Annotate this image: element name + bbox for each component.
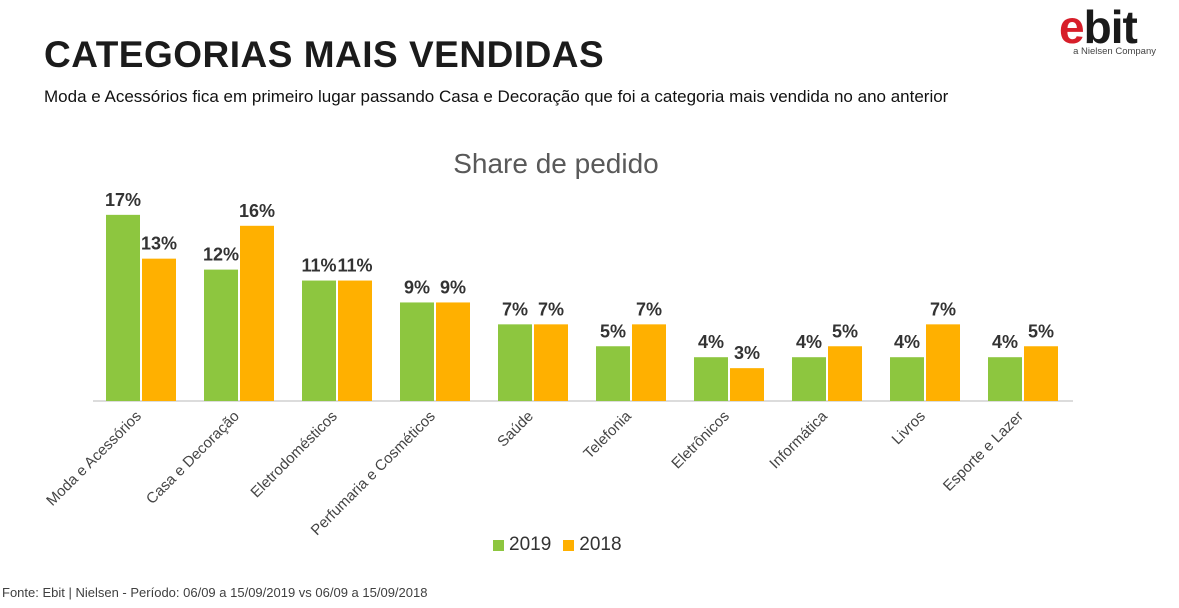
data-label-2019: 17% — [105, 190, 141, 210]
x-tick-label: Eletrônicos — [668, 408, 732, 472]
bar-2018 — [730, 368, 764, 401]
bar-2019 — [204, 269, 238, 401]
data-label-2019: 12% — [203, 245, 239, 265]
data-label-2018: 13% — [141, 234, 177, 254]
data-label-2018: 7% — [930, 299, 956, 319]
x-tick-label: Informática — [766, 407, 831, 472]
bar-2018 — [436, 302, 470, 401]
x-tick-label: Moda e Acessórios — [43, 408, 145, 510]
bar-2018 — [926, 324, 960, 401]
bar-2019 — [792, 357, 826, 401]
data-label-2018: 5% — [1028, 321, 1054, 341]
data-label-2018: 7% — [538, 299, 564, 319]
logo-tagline: a Nielsen Company — [1073, 46, 1156, 57]
data-label-2019: 5% — [600, 321, 626, 341]
bar-2019 — [596, 346, 630, 401]
bar-2018 — [240, 225, 274, 401]
data-label-2019: 4% — [894, 332, 920, 352]
x-tick-label: Eletrodomésticos — [247, 408, 340, 501]
legend-label-2019: 2019 — [509, 534, 552, 555]
page-title: CATEGORIAS MAIS VENDIDAS — [44, 34, 605, 75]
x-tick-label: Livros — [889, 408, 929, 448]
bar-2019 — [400, 302, 434, 401]
data-label-2018: 11% — [337, 256, 372, 276]
x-tick-label: Saúde — [494, 408, 537, 451]
bar-2019 — [694, 357, 728, 401]
bar-2019 — [106, 214, 140, 401]
data-label-2019: 9% — [404, 277, 430, 297]
bar-2019 — [498, 324, 532, 401]
data-label-2019: 4% — [698, 332, 724, 352]
bar-2018 — [338, 280, 372, 401]
data-label-2018: 16% — [239, 201, 275, 221]
legend-swatch-2019 — [493, 539, 504, 551]
x-tick-label: Casa e Decoração — [143, 408, 243, 508]
legend-swatch-2018 — [563, 539, 575, 551]
logo-mark: ebit — [1059, 1, 1138, 53]
chart-legend: 2019 2018 — [493, 534, 634, 556]
bar-2018 — [632, 324, 666, 401]
data-label-2018: 9% — [440, 277, 466, 297]
bar-2019 — [890, 357, 924, 401]
page-subtitle: Moda e Acessórios fica em primeiro lugar… — [44, 87, 949, 106]
data-label-2019: 7% — [502, 299, 528, 319]
data-label-2019: 4% — [992, 332, 1018, 352]
chart-title: Share de pedido — [453, 148, 659, 179]
logo-mark-rest: bit — [1083, 1, 1138, 53]
data-label-2018: 3% — [734, 343, 760, 363]
bar-2018 — [828, 346, 862, 401]
data-label-2019: 4% — [796, 332, 822, 352]
bar-2019 — [302, 280, 336, 401]
data-label-2019: 11% — [301, 256, 336, 276]
bar-2018 — [534, 324, 568, 401]
legend-label-2018: 2018 — [579, 534, 622, 555]
data-label-2018: 7% — [636, 299, 662, 319]
x-tick-label: Esporte e Lazer — [940, 408, 1027, 495]
data-label-2018: 5% — [832, 321, 858, 341]
legend-item-2019: 2019 — [493, 534, 551, 556]
bar-2018 — [142, 258, 176, 401]
legend-item-2018: 2018 — [563, 534, 622, 556]
bar-2018 — [1024, 346, 1058, 401]
ebit-logo: ebit a Nielsen Company — [1040, 2, 1170, 60]
bar-2019 — [988, 357, 1022, 401]
x-tick-label: Telefonia — [580, 407, 635, 462]
source-note: Fonte: Ebit | Nielsen - Período: 06/09 a… — [2, 585, 428, 600]
logo-mark-e: e — [1059, 1, 1085, 53]
